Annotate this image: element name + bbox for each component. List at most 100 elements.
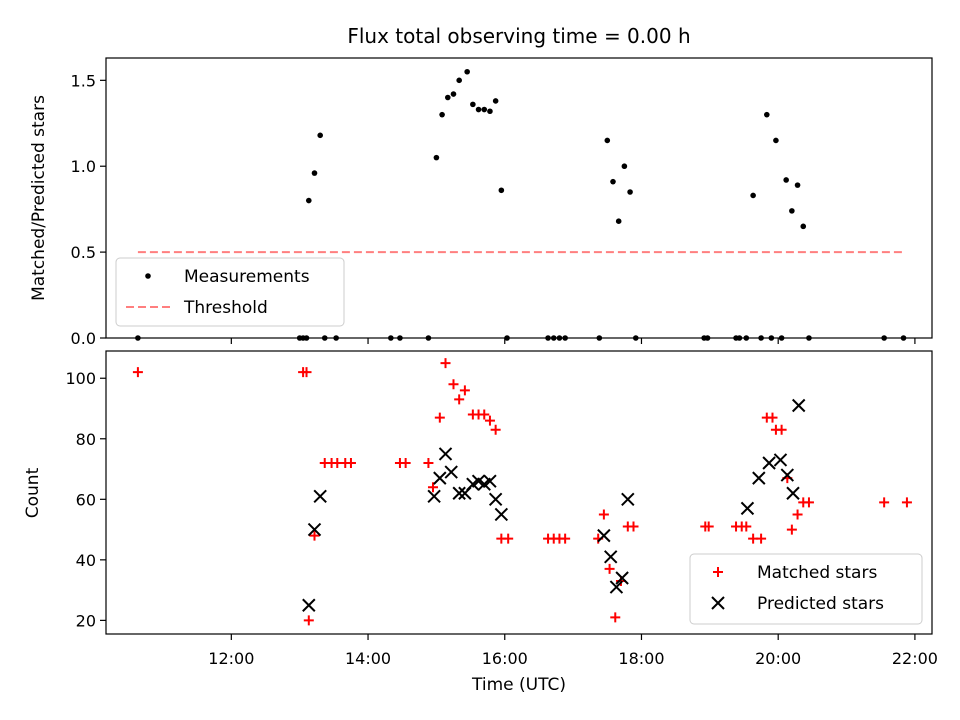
bottom-x-ticks: 12:00 14:00 16:00 18:00 20:00 22:00 [208,634,938,668]
x-tick-label: 20:00 [755,649,801,668]
measurement-point [778,335,785,341]
predicted-star-point [615,571,629,585]
top-chart: Flux total observing time = 0.00 h Match… [29,24,933,348]
predicted-star-point [444,465,458,479]
measurement-point [425,335,432,341]
measurement-point [311,170,318,176]
top-legend: Measurements Threshold [115,257,345,327]
matched-star-point [879,497,890,508]
predicted-star-point [597,528,611,543]
predicted-star-point [752,471,766,485]
bottom-legend: Matched stars Predicted stars [689,553,923,625]
matched-star-point [303,615,314,626]
measurement-point [764,111,770,118]
matched-star-point [786,524,797,535]
predicted-star-point [313,489,327,503]
measurement-point [610,178,616,185]
matched-star-point [448,379,459,390]
matched-star-point [803,497,814,508]
bottom-legend-box [689,553,923,625]
matched-star-point [434,412,445,423]
predicted-star-point [427,489,441,503]
matched-star-point [454,394,465,405]
x-tick-label: 12:00 [208,649,254,668]
legend-measurements-marker [145,273,151,279]
matched-star-point [792,509,803,520]
measurement-point [450,91,457,97]
measurement-point [783,177,789,183]
top-y-axis-label: Matched/Predicted stars [29,95,49,301]
y-tick-label: 60 [76,490,96,509]
x-tick-label: 16:00 [482,649,528,668]
measurement-point [794,182,801,188]
measurement-point [321,335,328,341]
bottom-data-marks [132,358,912,626]
measurement-point [632,335,639,341]
bottom-y-ticks: 20 40 60 80 100 [65,369,106,630]
y-tick-label: 20 [76,611,96,630]
y-tick-label: 80 [76,430,96,449]
matched-star-point [484,415,495,426]
top-plot-frame [105,57,933,339]
matched-star-point [598,509,609,520]
measurement-point [456,77,462,84]
measurement-point [627,189,633,195]
matched-star-point [703,521,714,532]
measurement-point [881,335,887,341]
measurement-point [498,187,505,194]
top-y-ticks: 0.0 0.5 1.0 1.5 [71,71,106,348]
matched-star-point [628,521,639,532]
predicted-star-point [302,598,316,612]
matched-star-point [400,457,411,468]
y-tick-label: 1.5 [71,71,96,90]
y-tick-label: 0.0 [71,329,96,348]
y-tick-label: 0.5 [71,243,96,262]
matched-star-point [767,412,778,423]
y-tick-label: 100 [65,369,96,388]
predicted-star-point [433,471,447,485]
predicted-star-point [762,456,776,470]
matched-star-point [604,563,615,574]
legend-threshold-label: Threshold [183,298,268,318]
measurement-point [562,335,568,341]
predicted-star-point [307,522,322,537]
legend-predicted-marker [711,596,725,610]
matched-star-point [741,521,752,532]
predicted-star-point [791,398,806,413]
matched-star-point [756,533,767,544]
matched-star-point [479,409,490,420]
predicted-star-point [452,486,466,500]
measurement-point [333,335,339,341]
measurement-point [481,106,488,113]
measurement-point [604,137,611,144]
y-tick-label: 1.0 [71,157,96,176]
measurement-point [556,335,563,341]
bottom-x-axis-label: Time (UTC) [471,675,566,695]
matched-star-point [440,358,451,369]
measurement-point [444,94,451,101]
measurement-point [621,163,628,170]
legend-matched-label: Matched stars [757,563,877,583]
measurement-point [439,111,445,118]
matched-star-point [776,424,787,435]
predicted-star-point [488,492,503,507]
matched-star-point [427,482,438,493]
predicted-star-point [786,486,800,500]
measurement-point [397,335,403,341]
measurement-point [492,98,499,104]
predicted-star-point [494,507,509,522]
measurement-point [743,335,750,341]
measurement-point [504,335,510,341]
top-chart-title: Flux total observing time = 0.00 h [347,24,690,48]
measurement-point [800,223,807,230]
matched-star-point [132,367,143,378]
matched-star-point [490,424,501,435]
measurement-point [545,335,551,341]
measurement-point [900,335,907,341]
predicted-star-point [483,474,497,488]
top-legend-box [115,257,345,327]
measurement-point [317,132,323,139]
top-data-marks [135,68,907,341]
predicted-star-point [621,492,635,507]
